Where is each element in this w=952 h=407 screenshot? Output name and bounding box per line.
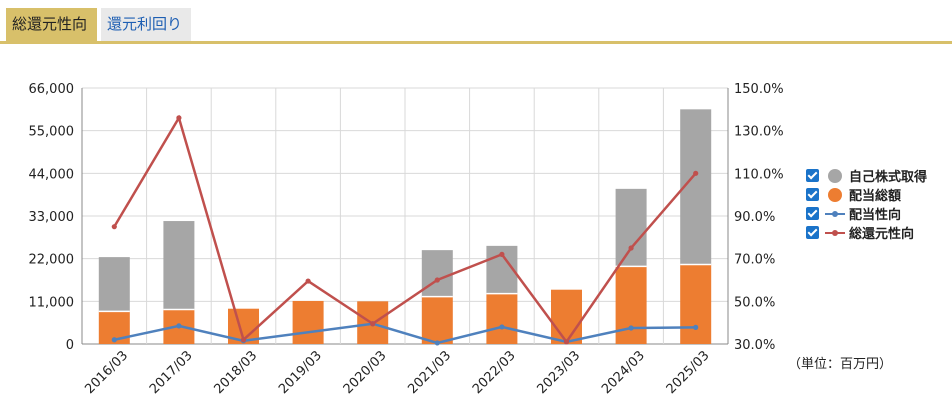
x-tick-label: 2024/03 [599,348,648,397]
legend-item-payout[interactable]: 配当性向 [806,204,946,223]
legend-swatch-buyback [828,168,842,183]
y-left-tick-label: 44,000 [29,167,75,182]
bars [98,109,712,344]
y-right-tick-label: 150.0% [734,82,784,97]
legend-label: 配当性向 [849,208,902,223]
y-left-tick-label: 55,000 [29,125,75,140]
x-tick-label: 2019/03 [276,348,325,397]
tab-shareholder-yield[interactable]: 還元利回り [101,8,191,41]
y-right-tick-label: 130.0% [734,125,784,140]
tab-underline [0,41,952,44]
point-payout-ratio [111,337,117,343]
point-total-payout-ratio [240,337,247,343]
x-tick-label: 2021/03 [405,348,454,397]
y-left-tick-label: 11,000 [29,295,75,310]
tab-total-payout-ratio[interactable]: 総還元性向 [6,8,97,41]
y-right-tick-label: 70.0% [734,253,775,268]
x-tick-label: 2025/03 [664,348,713,397]
tab-bar: 総還元性向 還元利回り [0,0,952,44]
x-tick-label: 2018/03 [212,348,261,397]
y-left-tick-label: 66,000 [29,82,75,97]
legend-swatch-dividend [828,187,842,202]
legend-item-total-payout[interactable]: 総還元性向 [806,223,946,242]
unit-label: （単位：百万円） [788,357,893,372]
bar-dividend [292,300,324,344]
point-total-payout-ratio [370,321,376,327]
bar-buyback [421,250,453,297]
circle-marker-icon [825,187,845,202]
point-payout-ratio [434,340,440,346]
legend-item-buyback[interactable]: 自己株式取得 [806,166,946,185]
legend-label: 自己株式取得 [849,170,928,185]
legend-dot-total-payout [832,229,838,236]
bar-dividend [680,264,712,344]
point-total-payout-ratio [176,115,182,121]
point-payout-ratio [499,324,505,330]
legend-item-dividend[interactable]: 配当総額 [806,185,946,204]
legend-label: 総還元性向 [849,227,915,242]
y-right-tick-label: 110.0% [734,167,784,182]
bar-dividend [486,293,518,344]
point-total-payout-ratio [305,278,311,284]
y-left-tick-label: 22,000 [29,253,75,268]
y-right-tick-label: 50.0% [734,295,775,310]
point-total-payout-ratio [628,245,634,251]
line-marker-icon [825,207,845,221]
checkbox-checked-icon[interactable] [806,188,819,201]
point-total-payout-ratio [111,224,117,230]
checkbox-checked-icon[interactable] [806,207,819,220]
point-total-payout-ratio [563,339,570,345]
point-total-payout-ratio [499,251,505,257]
axes: 0 30.0% 11,000 50.0% 22,000 70.0% 33,000 90.0% 4… [29,82,784,397]
point-payout-ratio [628,325,634,331]
checkbox-checked-icon[interactable] [806,169,819,182]
lines [111,114,699,346]
bar-buyback [163,221,195,310]
x-tick-label: 2016/03 [82,348,131,397]
legend: 自己株式取得 配当総額 配当性向 総還元性向 [806,166,946,242]
checkbox-checked-icon[interactable] [806,226,819,239]
legend-label: 配当総額 [849,189,902,204]
y-left-tick-label: 33,000 [29,210,75,225]
y-right-tick-label: 30.0% [734,338,775,353]
x-tick-label: 2017/03 [147,348,196,397]
bar-dividend [551,289,582,344]
point-payout-ratio [176,323,182,329]
bar-buyback [98,257,130,312]
x-tick-label: 2022/03 [470,348,519,397]
line-marker-icon [825,226,845,240]
line-total-payout-ratio [113,114,697,345]
point-payout-ratio [693,324,699,330]
x-tick-label: 2020/03 [341,348,390,397]
circle-marker-icon [825,168,845,183]
bar-buyback [615,188,647,267]
y-right-tick-label: 90.0% [734,210,775,225]
x-tick-label: 2023/03 [535,348,584,397]
y-left-tick-label: 0 [66,338,74,353]
legend-dot-payout [832,210,838,217]
bar-dividend [615,266,647,344]
point-total-payout-ratio [693,170,699,176]
bar-dividend [421,296,453,344]
point-total-payout-ratio [434,277,440,283]
